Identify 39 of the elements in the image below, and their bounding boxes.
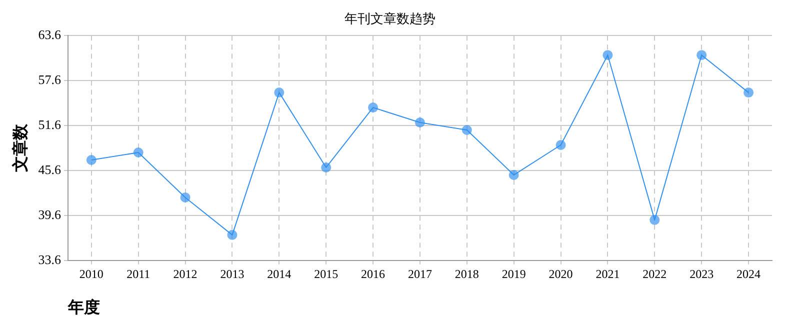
x-tick-label: 2016 bbox=[361, 266, 386, 281]
y-axis-title: 文章数 bbox=[12, 123, 30, 173]
x-tick-label: 2014 bbox=[267, 266, 292, 281]
x-tick-label: 2011 bbox=[126, 266, 150, 281]
point bbox=[602, 50, 613, 60]
point bbox=[462, 125, 472, 136]
point bbox=[227, 230, 238, 240]
point bbox=[86, 154, 96, 165]
y-tick-label: 39.6 bbox=[38, 206, 62, 222]
point bbox=[321, 162, 332, 172]
x-axis-title: 年度 bbox=[66, 298, 100, 317]
y-tick-label: 45.6 bbox=[38, 162, 62, 177]
x-tick-label: 2024 bbox=[736, 266, 761, 281]
point bbox=[274, 88, 284, 98]
y-tick-label: 33.6 bbox=[38, 252, 62, 267]
point bbox=[368, 102, 378, 113]
x-tick-label: 2010 bbox=[79, 266, 104, 281]
point bbox=[744, 88, 754, 98]
point bbox=[650, 214, 660, 225]
point bbox=[414, 118, 425, 128]
x-tick-label: 2021 bbox=[596, 266, 620, 281]
x-tick-label: 2013 bbox=[220, 266, 244, 281]
x-tick-label: 2023 bbox=[690, 266, 714, 281]
chart-title: 年刊文章数趋势 bbox=[344, 11, 436, 26]
x-tick-label: 2020 bbox=[548, 266, 573, 281]
point bbox=[180, 192, 190, 202]
x-tick-label: 2022 bbox=[642, 266, 667, 281]
point bbox=[556, 140, 566, 150]
point bbox=[696, 50, 707, 60]
point bbox=[133, 147, 144, 158]
y-tick-label: 57.6 bbox=[38, 72, 62, 87]
y-tick-label: 51.6 bbox=[38, 116, 62, 132]
point bbox=[508, 170, 519, 180]
x-tick-label: 2019 bbox=[502, 266, 526, 281]
x-tick-label: 2018 bbox=[454, 266, 479, 281]
x-tick-label: 2017 bbox=[408, 266, 432, 281]
x-tick-label: 2015 bbox=[314, 266, 338, 281]
y-tick-label: 63.6 bbox=[38, 27, 62, 42]
x-tick-label: 2012 bbox=[173, 266, 198, 281]
